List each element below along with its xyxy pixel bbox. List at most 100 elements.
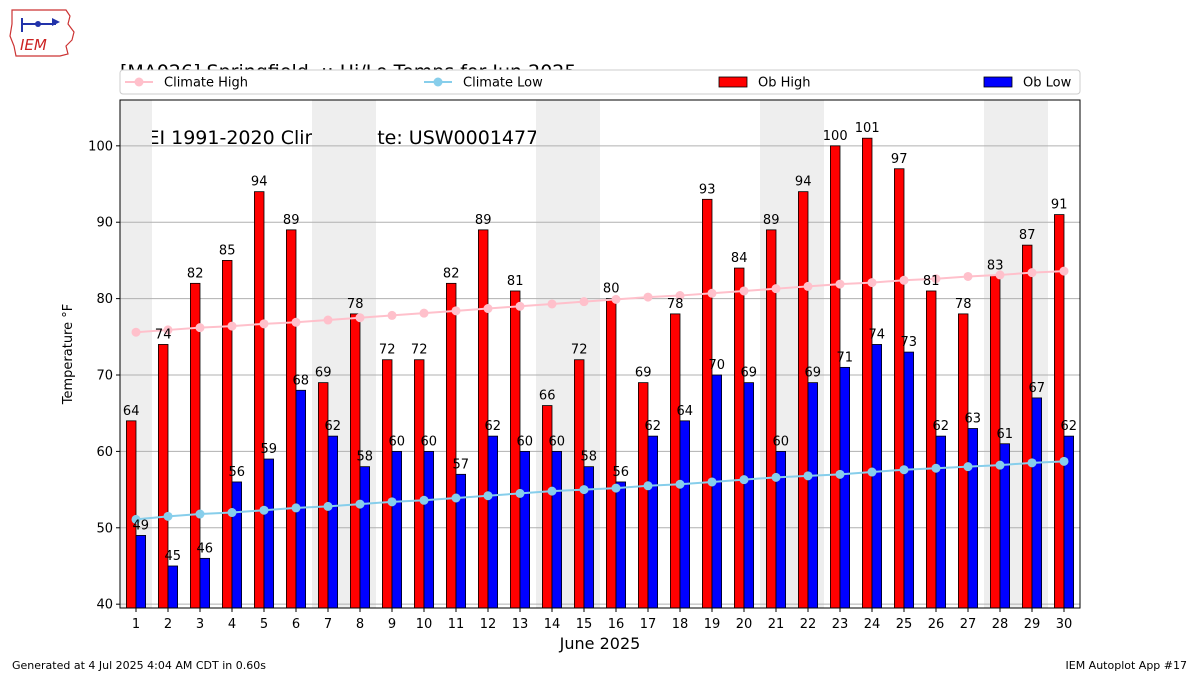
ob-low-label: 60: [421, 434, 438, 449]
y-axis-label: Temperature °F: [61, 304, 76, 405]
climate-high-point: [611, 294, 621, 304]
legend-climate-high-marker: [134, 77, 144, 87]
x-tick-label: 7: [324, 617, 332, 632]
x-tick-label: 5: [260, 617, 268, 632]
climate-high-point: [771, 284, 781, 294]
x-tick-label: 12: [480, 617, 497, 632]
climate-high-point: [1059, 266, 1069, 276]
ob-high-bar: [413, 359, 425, 609]
x-tick-label: 6: [292, 617, 300, 632]
ob-low-label: 68: [293, 373, 310, 388]
ob-high-bar: [381, 359, 393, 609]
x-tick-label: 30: [1056, 617, 1073, 632]
ob-high-bar: [734, 267, 745, 609]
x-tick-label: 29: [1024, 617, 1041, 632]
climate-high-point: [195, 323, 205, 333]
climate-low-point: [931, 463, 941, 473]
ob-high-bar: [285, 229, 297, 609]
ob-low-bar: [327, 435, 339, 609]
climate-high-point: [259, 319, 269, 329]
climate-high-point: [163, 325, 173, 335]
ob-high-label: 91: [1051, 198, 1068, 213]
station-vane: [52, 18, 60, 26]
ob-high-bar: [798, 191, 809, 609]
legend-climate-low-label: Climate Low: [463, 76, 543, 91]
ob-low-label: 69: [805, 366, 822, 381]
climate-low-point: [195, 509, 205, 519]
climate-low-point: [739, 475, 749, 485]
ob-high-label: 80: [603, 282, 620, 297]
ob-high-bar: [702, 198, 713, 609]
ob-high-bar: [958, 313, 969, 609]
climate-low-point: [291, 503, 301, 513]
ob-low-bar: [135, 535, 147, 609]
ob-low-label: 60: [389, 434, 406, 449]
ob-low-label: 56: [229, 465, 246, 480]
ob-high-label: 97: [891, 152, 908, 167]
y-tick-label: 80: [96, 292, 113, 307]
ob-low-bar: [615, 481, 627, 609]
climate-low-point: [963, 462, 973, 472]
climate-high-point: [1027, 268, 1037, 278]
climate-high-point: [995, 270, 1005, 280]
ob-high-label: 82: [187, 266, 204, 281]
ob-low-label: 67: [1029, 381, 1046, 396]
climate-high-point: [451, 306, 461, 316]
ob-high-bar: [606, 298, 617, 609]
ob-low-label: 60: [549, 434, 566, 449]
ob-low-label: 62: [325, 419, 342, 434]
x-tick-label: 14: [544, 617, 561, 632]
ob-low-label: 49: [133, 518, 150, 533]
climate-low-point: [419, 495, 429, 505]
climate-low-point: [611, 483, 621, 493]
ob-high-label: 84: [731, 251, 748, 266]
ob-low-label: 69: [741, 366, 758, 381]
y-tick-label: 70: [96, 369, 113, 384]
climate-high-point: [483, 304, 493, 314]
climate-high-point: [803, 281, 813, 291]
climate-low-point: [771, 472, 781, 482]
climate-low-point: [483, 491, 493, 501]
y-tick-label: 60: [96, 445, 113, 460]
ob-high-bar: [253, 191, 265, 609]
ob-high-label: 78: [667, 297, 684, 312]
ob-high-bar: [157, 344, 169, 609]
ob-high-bar: [574, 359, 585, 609]
ob-low-bar: [487, 435, 499, 609]
ob-high-label: 81: [507, 274, 524, 289]
climate-high-point: [387, 310, 397, 320]
climate-low-point: [867, 467, 877, 477]
ob-low-bar: [263, 458, 275, 609]
ob-low-label: 61: [997, 427, 1014, 442]
x-tick-label: 15: [576, 617, 593, 632]
ob-low-bar: [551, 450, 563, 609]
x-tick-label: 26: [928, 617, 945, 632]
x-tick-label: 9: [388, 617, 396, 632]
ob-high-label: 81: [923, 274, 940, 289]
ob-high-label: 94: [795, 175, 812, 190]
ob-low-label: 63: [965, 411, 982, 426]
ob-low-bar: [679, 420, 691, 609]
ob-high-label: 72: [411, 343, 428, 358]
legend-climate-low-marker: [433, 77, 443, 87]
ob-high-label: 100: [823, 129, 848, 144]
x-tick-label: 21: [768, 617, 785, 632]
ob-high-label: 72: [379, 343, 396, 358]
climate-low-point: [387, 497, 397, 507]
legend-ob-high-swatch: [718, 76, 748, 88]
climate-high-point: [707, 288, 717, 298]
ob-low-label: 62: [645, 419, 662, 434]
climate-high-point: [291, 317, 301, 327]
ob-low-label: 58: [581, 450, 598, 465]
ob-high-label: 93: [699, 182, 716, 197]
x-tick-label: 16: [608, 617, 625, 632]
ob-low-label: 57: [453, 457, 470, 472]
climate-high-point: [739, 286, 749, 296]
climate-high-point: [867, 278, 877, 288]
ob-high-label: 89: [283, 213, 300, 228]
ob-high-label: 85: [219, 243, 236, 258]
ob-high-label: 66: [539, 389, 556, 404]
ob-high-label: 89: [763, 213, 780, 228]
ob-high-bar: [1022, 244, 1033, 609]
